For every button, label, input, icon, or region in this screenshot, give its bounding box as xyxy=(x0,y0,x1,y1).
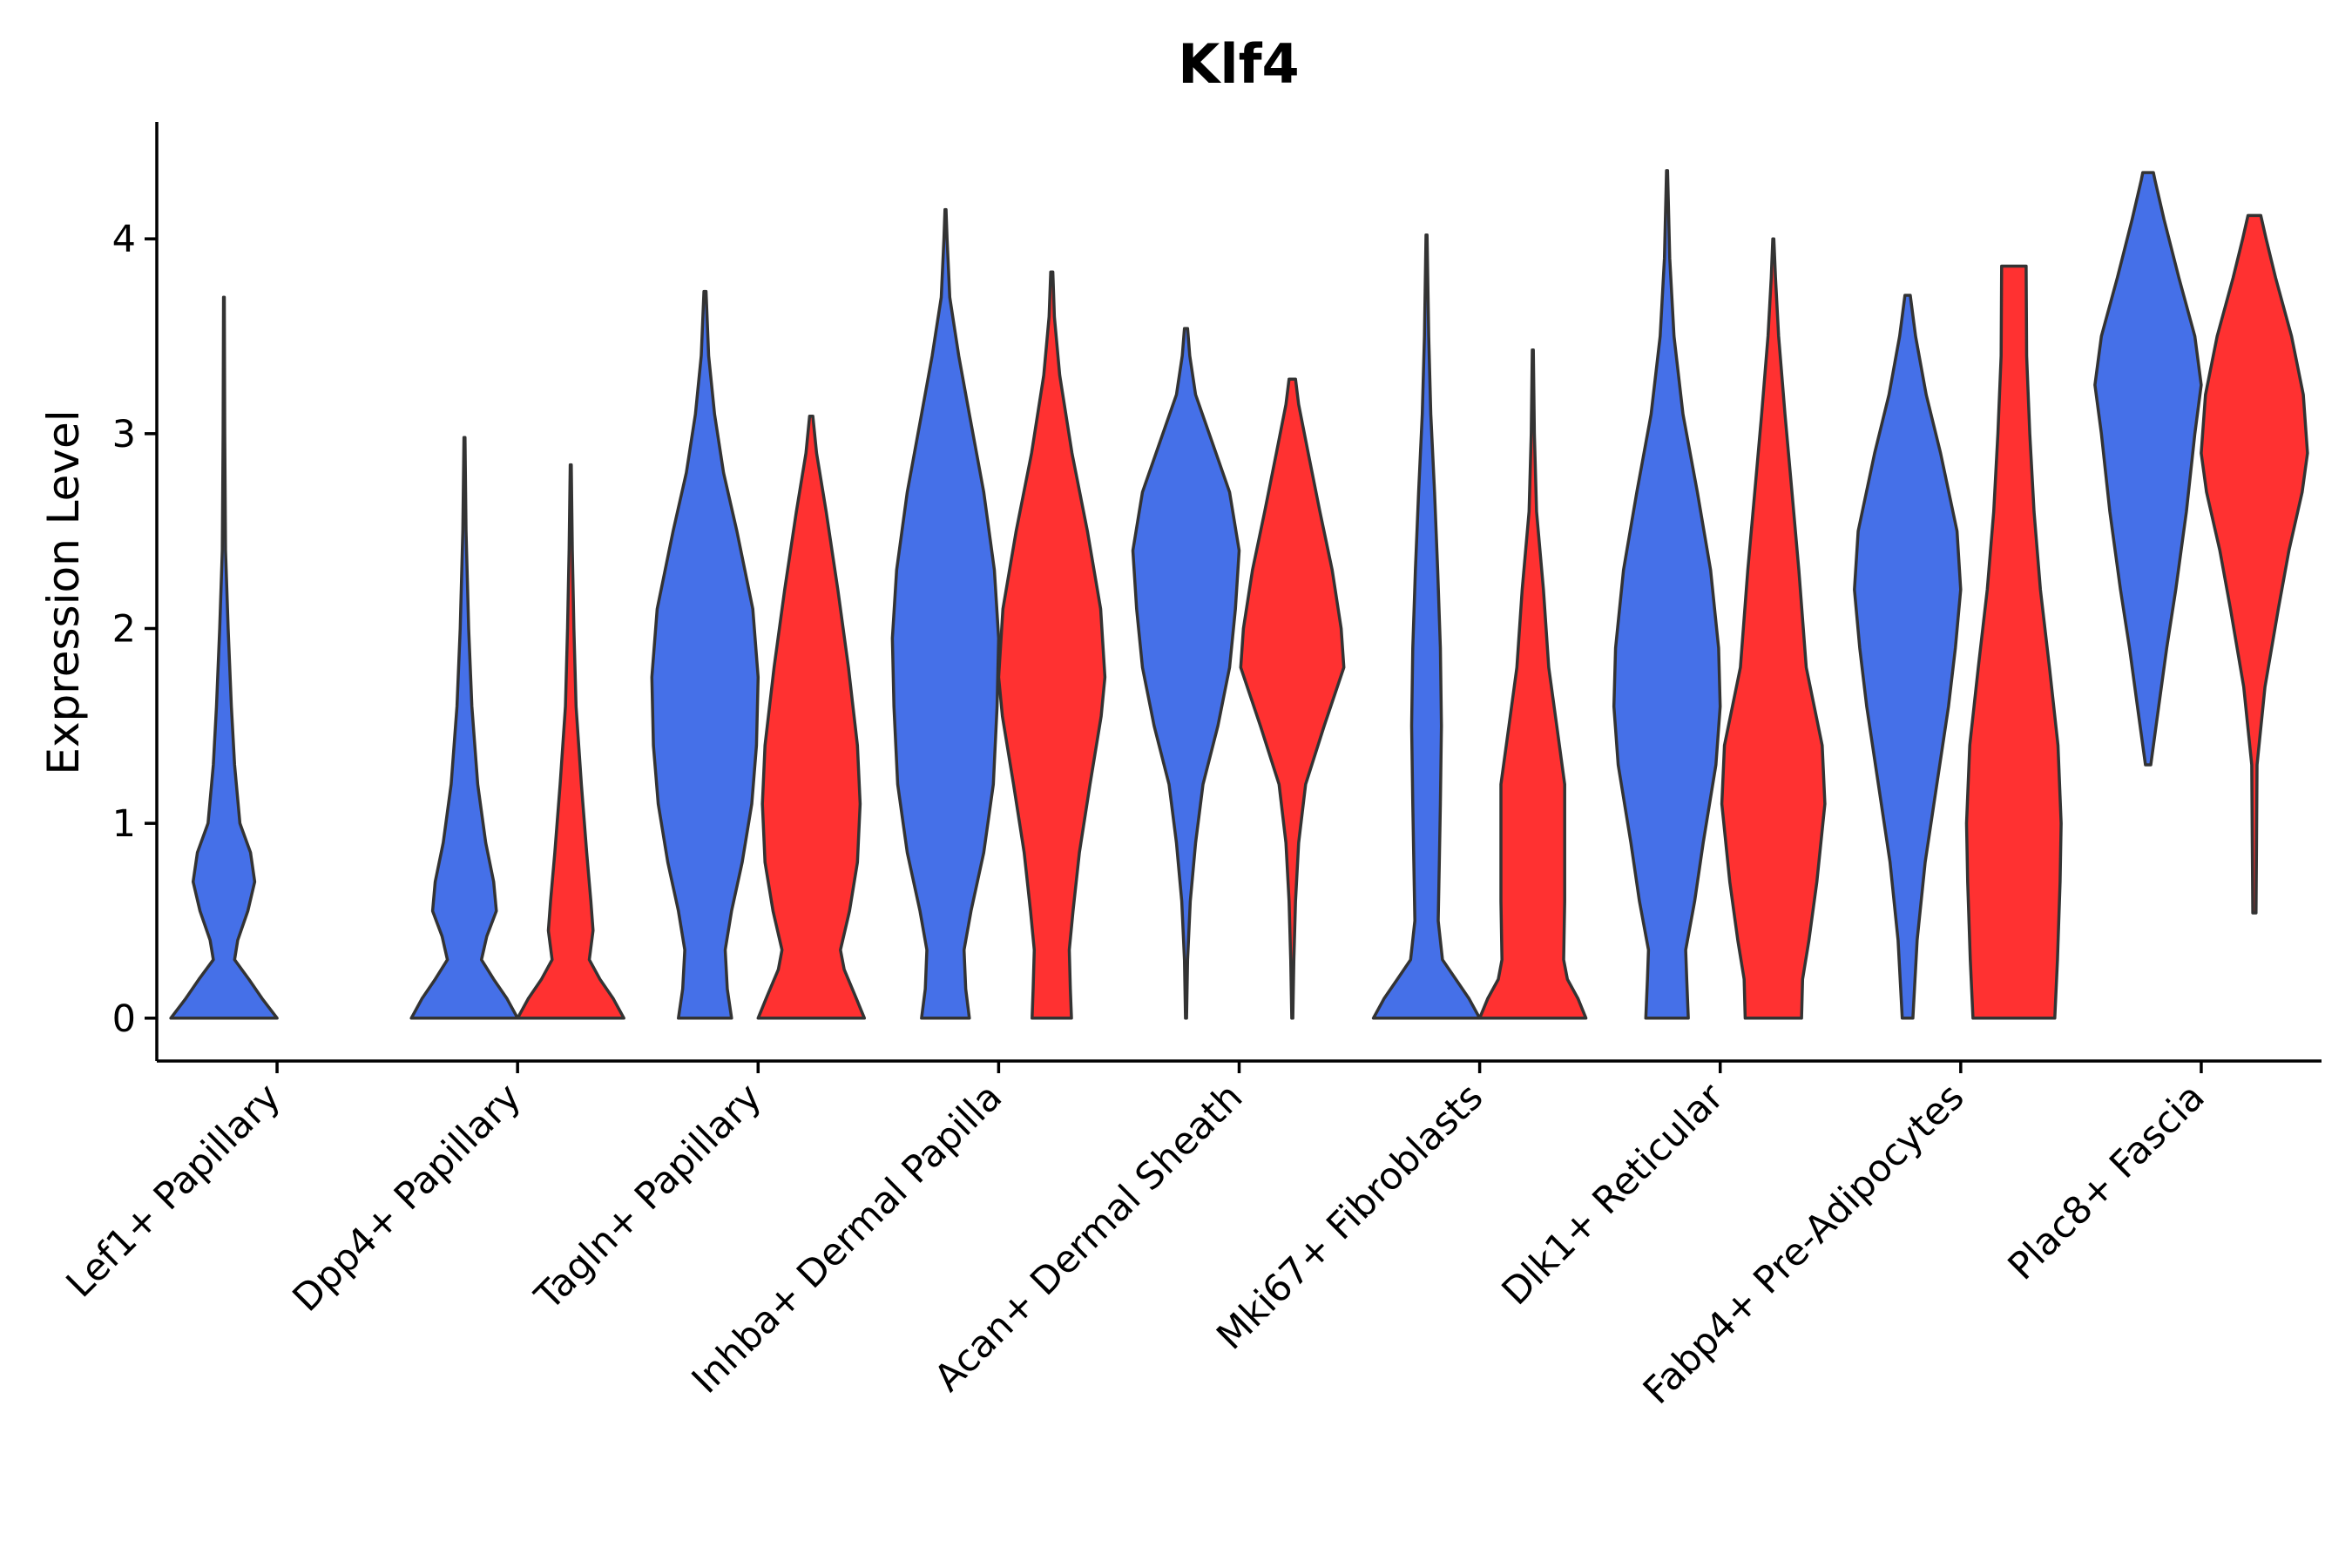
x-tick-label-0: Lef1+ Papillary xyxy=(58,1075,289,1306)
violin-group-1-4 xyxy=(1131,327,1241,1020)
violin-group-1-1 xyxy=(409,436,519,1020)
violin-group-1-5 xyxy=(1371,233,1482,1020)
violin-group-2-7 xyxy=(1964,264,2063,1020)
violin-group-1-8 xyxy=(2093,171,2203,767)
violin-group-2-3 xyxy=(997,270,1107,1020)
y-tick-label-2: 2 xyxy=(112,607,136,651)
violin-group-2-6 xyxy=(1720,237,1827,1020)
violin-group-2-8 xyxy=(2200,213,2309,915)
violin-group-1-3 xyxy=(890,207,1001,1020)
x-tick-label-8: Plac8+ Fascia xyxy=(2000,1075,2213,1288)
y-tick-label-0: 0 xyxy=(112,997,136,1041)
y-tick-label-4: 4 xyxy=(112,218,136,261)
violin-group-2-1 xyxy=(516,463,625,1020)
x-tick-label-2: Tagln+ Papillary xyxy=(526,1075,770,1319)
x-tick-label-6: Dlk1+ Reticular xyxy=(1494,1075,1733,1314)
violin-group-1-6 xyxy=(1612,169,1722,1020)
y-tick-label-1: 1 xyxy=(112,802,136,846)
violin-group-1-7 xyxy=(1853,294,1963,1020)
violin-group-1-0 xyxy=(169,295,279,1020)
violin-group-2-4 xyxy=(1239,377,1346,1020)
chart-title: Klf4 xyxy=(1178,32,1299,96)
y-axis-label: Expression Level xyxy=(38,409,89,774)
violin-group-1-2 xyxy=(650,289,760,1020)
violin-group-2-2 xyxy=(756,414,867,1020)
violin-group-2-5 xyxy=(1477,348,1588,1020)
x-tick-label-5: Mki67+ Fibroblasts xyxy=(1208,1075,1491,1358)
x-tick-label-1: Dpp4+ Papillary xyxy=(285,1075,530,1320)
y-tick-label-3: 3 xyxy=(112,413,136,456)
violin-layer xyxy=(169,169,2309,1020)
